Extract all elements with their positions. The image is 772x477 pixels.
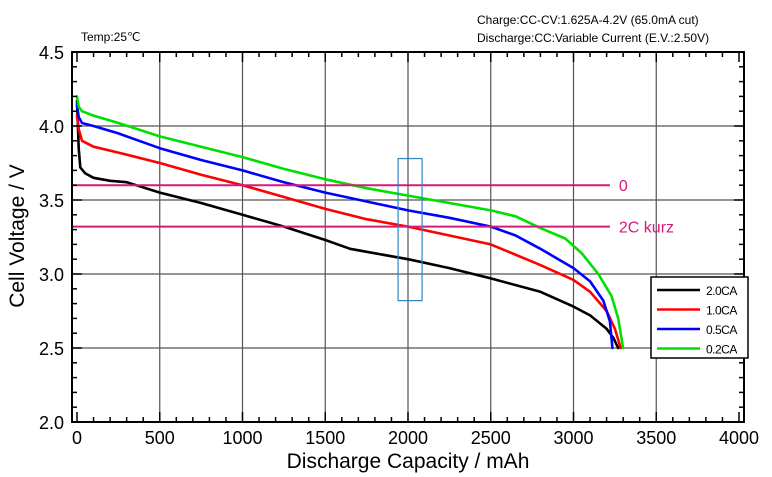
highlight-rectangle <box>397 157 423 302</box>
series-line-0-2ca <box>75 95 625 350</box>
charge-note: Charge:CC-CV:1.625A-4.2V (65.0mA cut) <box>477 13 699 27</box>
y-tick-label: 4.5 <box>39 43 64 63</box>
x-axis-title: Discharge Capacity / mAh <box>287 450 530 473</box>
y-tick-label: 2.5 <box>39 339 64 359</box>
x-tick-label: 1500 <box>305 428 345 448</box>
x-tick-label: 4000 <box>719 428 759 448</box>
series-line-0-5ca <box>75 104 614 350</box>
annotation-layer: 0 2C kurz <box>72 157 674 302</box>
annotation-label: 0 <box>619 178 628 195</box>
tick-layer: 0 500 1000 1500 2000 2500 3000 3500 4000 2.0 2.5 3.… <box>39 43 759 448</box>
series-line-1-0ca <box>75 114 622 350</box>
y-tick-label: 4.0 <box>39 117 64 137</box>
x-tick-label: 3000 <box>553 428 593 448</box>
legend-label: 2.0CA <box>706 284 737 298</box>
annotation-label: 2C kurz <box>619 220 674 237</box>
x-tick-label: 2500 <box>471 428 511 448</box>
grid-layer <box>72 52 744 422</box>
x-tick-label: 500 <box>145 428 175 448</box>
y-axis-title: Cell Voltage / V <box>6 164 29 308</box>
x-tick-label: 2000 <box>388 428 428 448</box>
y-tick-label: 3.0 <box>39 265 64 285</box>
series-line-2-0ca <box>75 99 620 350</box>
legend-label: 0.2CA <box>706 343 737 357</box>
x-tick-label: 3500 <box>636 428 676 448</box>
legend: 2.0CA 1.0CA 0.5CA 0.2CA <box>650 276 749 359</box>
y-tick-label: 3.5 <box>39 191 64 211</box>
series-layer <box>75 95 625 350</box>
temperature-note: Temp:25℃ <box>81 30 141 44</box>
legend-label: 1.0CA <box>706 304 737 318</box>
discharge-note: Discharge:CC:Variable Current (E.V.:2.50… <box>477 31 709 45</box>
y-tick-label: 2.0 <box>39 413 64 433</box>
x-tick-label: 1000 <box>222 428 262 448</box>
x-tick-label: 0 <box>72 428 82 448</box>
legend-label: 0.5CA <box>706 323 737 337</box>
